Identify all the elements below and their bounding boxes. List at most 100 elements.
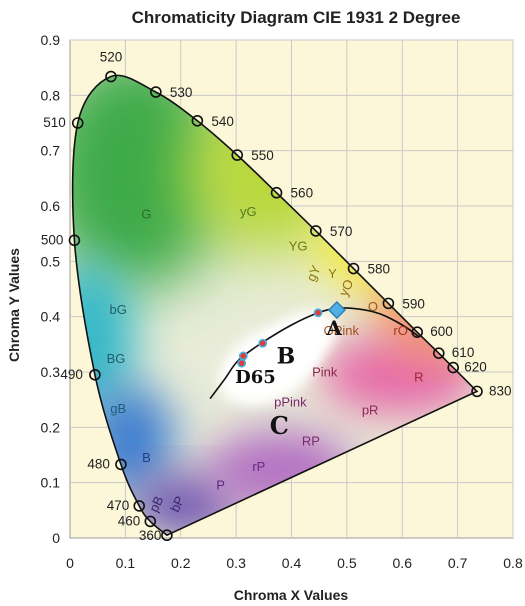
region-label: P [216, 477, 225, 492]
illuminant-points [237, 308, 323, 368]
chart-title: Chromaticity Diagram CIE 1931 2 Degree [132, 8, 461, 27]
region-label: O [368, 299, 378, 314]
wavelength-marker [115, 458, 127, 471]
wavelength-marker [382, 297, 395, 310]
y-tick-label: 0.7 [41, 143, 61, 159]
illuminant-label: B [277, 344, 296, 370]
x-tick-label: 0.4 [282, 555, 302, 571]
region-label: R [414, 369, 423, 384]
region-label: gB [110, 401, 126, 416]
highlight-marker [327, 300, 346, 320]
region-label: pR [362, 403, 379, 418]
y-tick-label: 0.3 [41, 364, 61, 380]
region-label: bG [110, 302, 127, 317]
x-tick-label: 0.6 [393, 555, 413, 571]
region-label: Pink [312, 364, 338, 379]
wavelength-marker [432, 347, 445, 359]
y-tick-label: 0 [52, 530, 60, 546]
y-tick-label: 0.4 [41, 309, 61, 325]
region-label: gY [303, 263, 323, 284]
wavelength-label: 510 [43, 115, 66, 130]
region-label: pB [146, 494, 166, 515]
wavelength-label: 490 [60, 367, 83, 382]
wavelength-marker [150, 86, 162, 98]
illuminant-labels: A B C D65 [235, 316, 342, 440]
wavelength-label: 360 [139, 528, 162, 543]
wavelength-marker [191, 114, 204, 127]
wavelength-marker [347, 262, 360, 275]
wavelength-marker [471, 385, 483, 398]
region-label: B [142, 450, 151, 465]
y-tick-label: 0.6 [41, 198, 61, 214]
spectral-locus-outline [71, 74, 479, 537]
wavelength-label: 460 [118, 513, 141, 528]
x-tick-label: 0.7 [448, 555, 468, 571]
wavelength-label: 830 [489, 383, 512, 398]
region-label: Y [328, 266, 337, 281]
wavelength-label: 530 [170, 85, 193, 100]
wavelength-marker [270, 186, 283, 199]
region-label: bP [167, 494, 187, 515]
x-axis-title: Chroma X Values [234, 587, 349, 603]
region-label: rO [393, 323, 407, 338]
wavelength-marker [68, 234, 81, 247]
illuminant-label: A [325, 316, 342, 340]
highlight-diamond [327, 300, 346, 320]
wavelength-label: 590 [402, 296, 425, 311]
y-tick-label: 0.9 [41, 32, 61, 48]
x-axis-ticks: 0 0.1 0.2 0.3 0.4 0.5 0.6 0.7 0.8 [66, 555, 523, 571]
illuminant-point [238, 351, 248, 361]
wavelength-marker [411, 326, 424, 338]
illuminant-label: D65 [235, 367, 276, 388]
illuminant-label: C [270, 411, 289, 440]
x-tick-label: 0.8 [503, 555, 523, 571]
wavelength-marker [310, 225, 322, 237]
wavelength-marker [89, 368, 101, 381]
wavelength-marker [144, 515, 157, 528]
wavelength-label: 560 [291, 186, 314, 201]
region-label: RP [302, 434, 320, 449]
y-axis-ticks: 0 0.1 0.2 0.3 0.4 0.5 0.6 0.7 0.8 0.9 [41, 32, 61, 546]
wavelength-label: 610 [452, 345, 475, 360]
wavelength-marker [71, 117, 84, 129]
wavelength-marker [133, 500, 146, 512]
x-tick-label: 0.5 [337, 555, 357, 571]
region-label: OPink [324, 323, 360, 338]
x-tick-label: 0 [66, 555, 74, 571]
region-label: yO [336, 277, 357, 298]
wavelength-label: 470 [107, 498, 130, 513]
y-tick-label: 0.8 [41, 87, 61, 103]
x-tick-label: 0.1 [116, 555, 136, 571]
wavelength-label: 480 [87, 456, 110, 471]
illuminant-point [237, 358, 247, 368]
wavelength-label: 600 [430, 324, 453, 339]
wavelength-label: 540 [211, 114, 234, 129]
region-label: YG [289, 238, 308, 253]
y-axis-title: Chroma Y Values [6, 248, 22, 362]
region-label: yG [240, 204, 257, 219]
x-tick-label: 0.2 [171, 555, 191, 571]
wavelength-label: 580 [368, 262, 391, 277]
wavelength-label: 570 [330, 224, 353, 239]
x-tick-label: 0.3 [226, 555, 246, 571]
region-label: pPink [274, 394, 307, 409]
region-label: BG [107, 351, 126, 366]
y-tick-label: 0.5 [41, 253, 61, 269]
wavelength-label: 500 [41, 232, 64, 247]
y-tick-label: 0.2 [41, 419, 61, 435]
illuminant-point [313, 308, 323, 318]
region-label: rP [252, 459, 265, 474]
wavelength-marker [231, 149, 244, 161]
wavelength-marker [161, 529, 173, 542]
y-tick-label: 0.1 [41, 475, 61, 491]
wavelength-marker [447, 361, 459, 374]
region-label: G [141, 207, 151, 222]
wavelength-marker [105, 70, 117, 83]
wavelength-label: 620 [464, 360, 487, 375]
illuminant-point [258, 338, 268, 348]
wavelength-label: 550 [251, 148, 274, 163]
wavelength-label: 520 [100, 50, 123, 65]
